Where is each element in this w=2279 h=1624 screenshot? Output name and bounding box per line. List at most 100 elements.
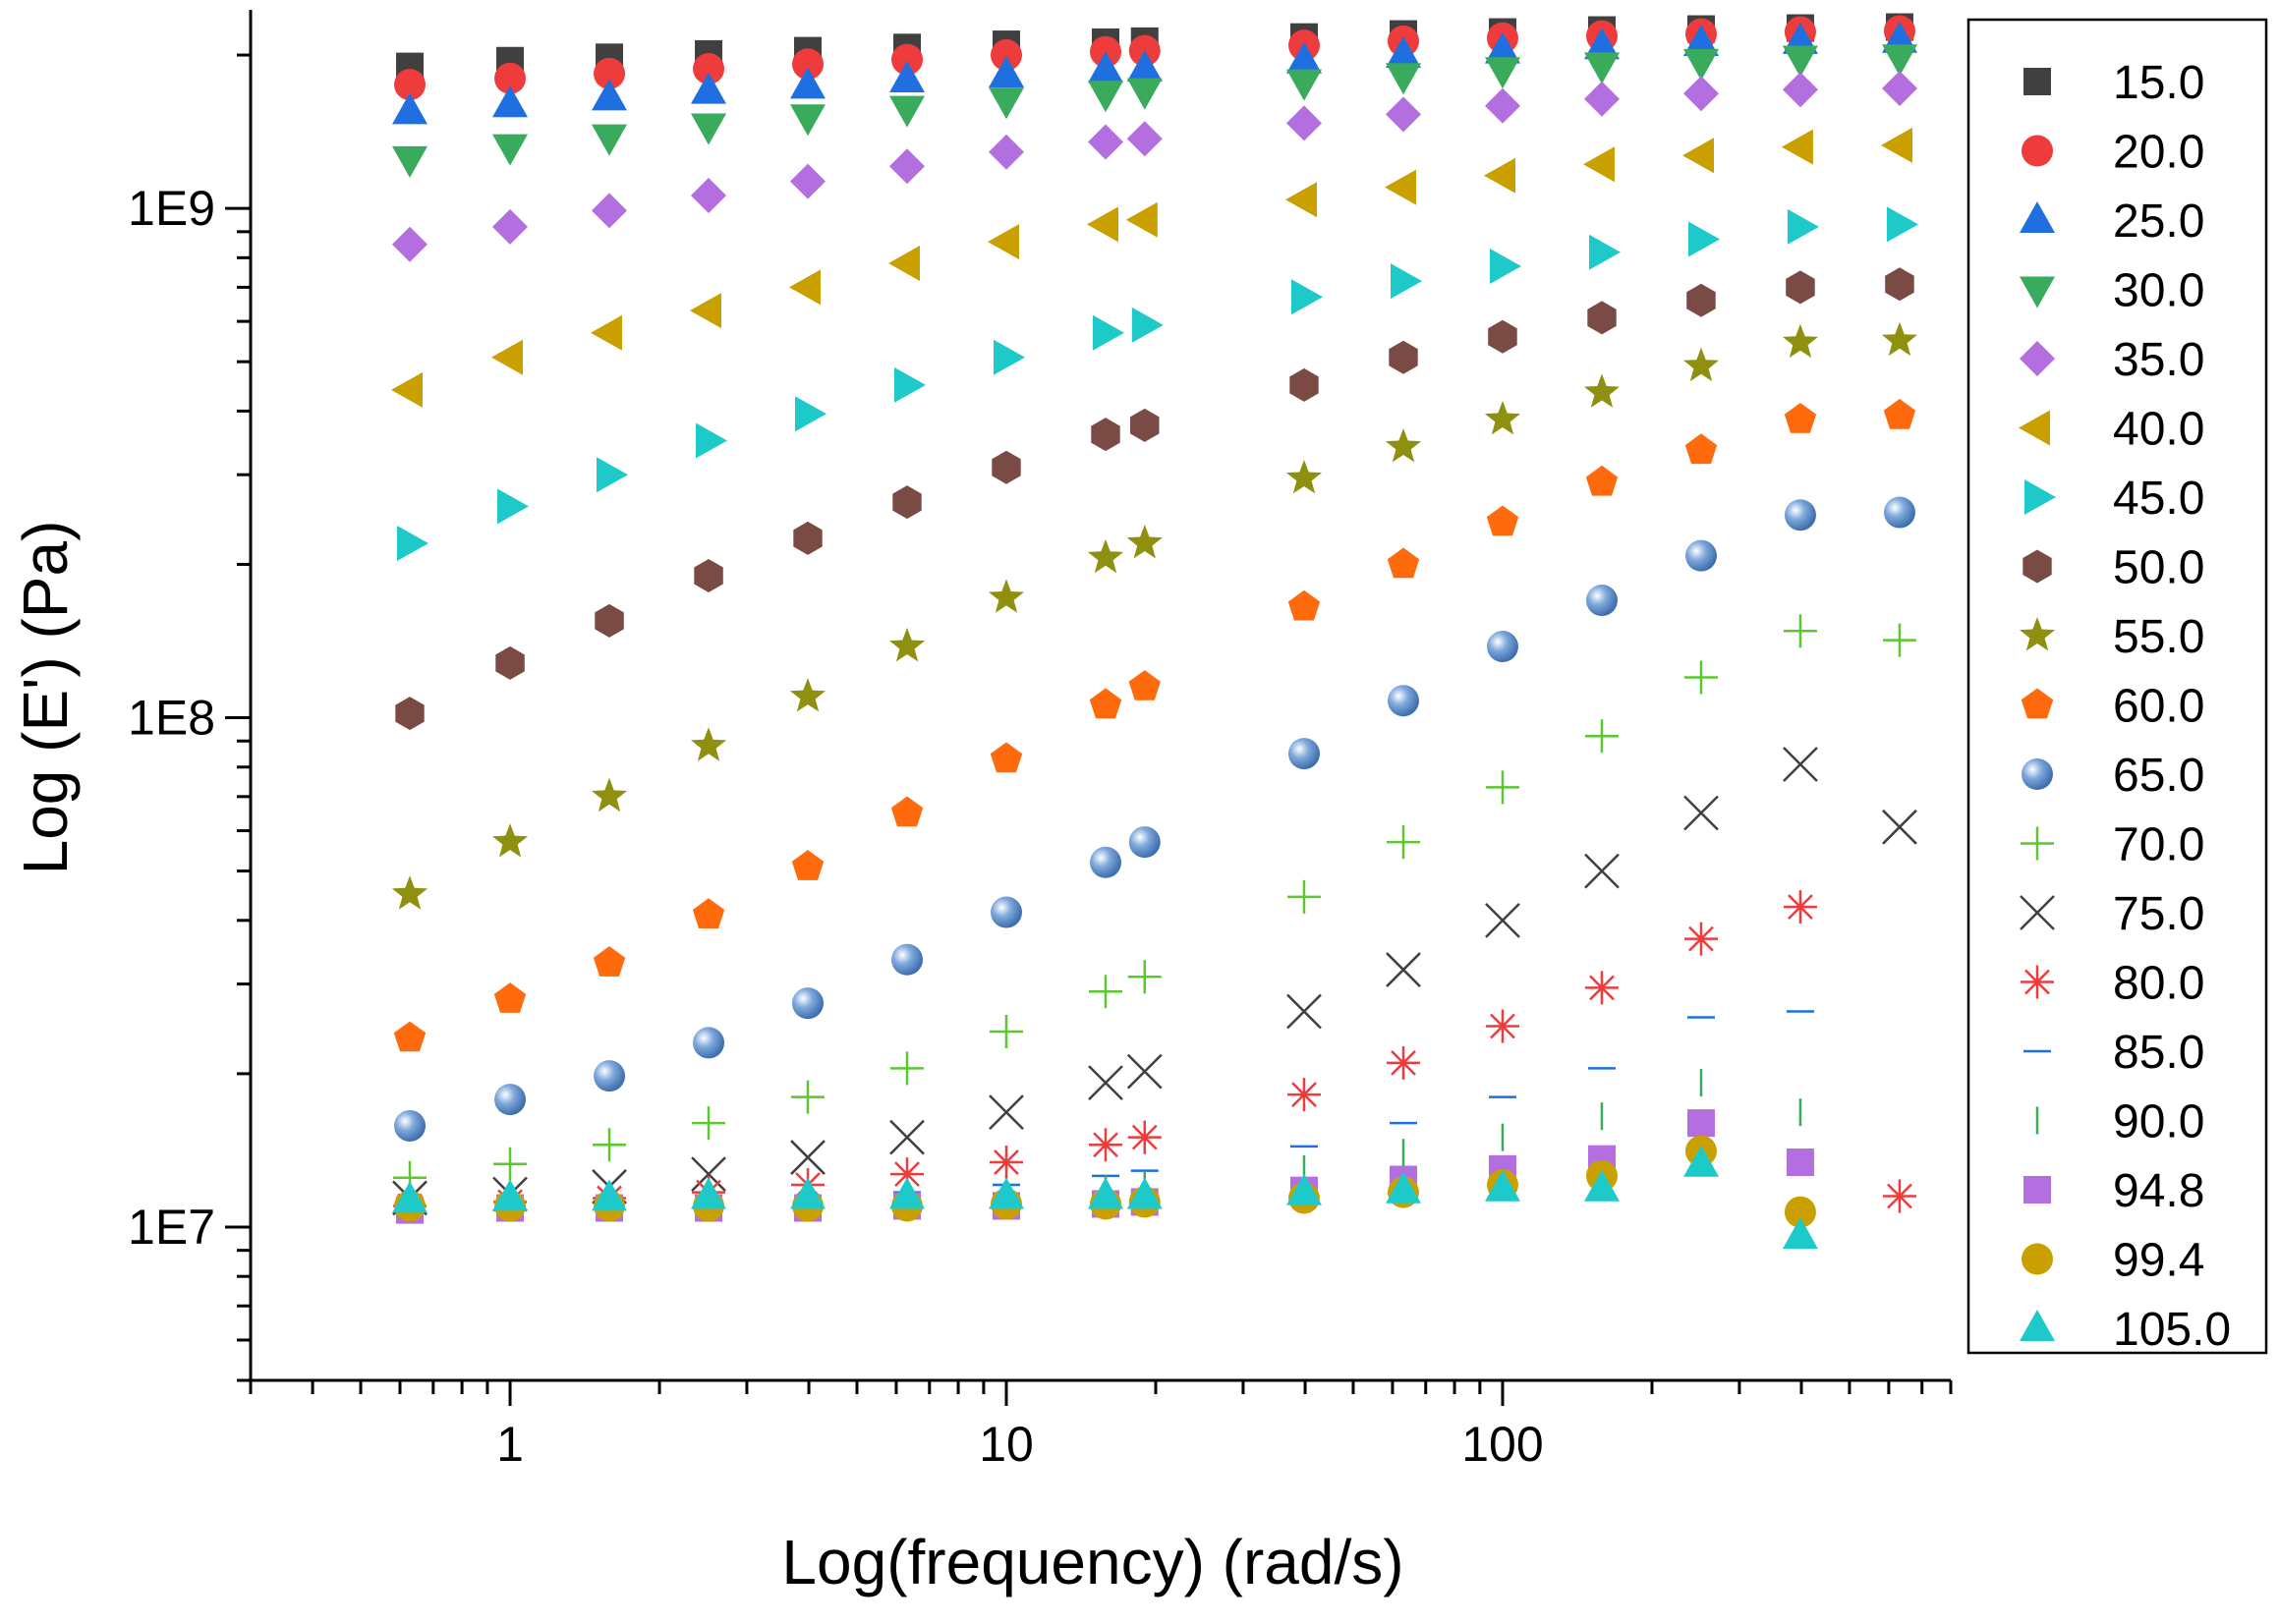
data-point bbox=[891, 43, 924, 76]
data-point bbox=[1684, 539, 1717, 572]
data-point bbox=[492, 134, 528, 166]
data-point bbox=[1387, 685, 1419, 717]
data-point bbox=[691, 72, 726, 104]
legend-item: 40.0 bbox=[2019, 404, 2204, 456]
data-point bbox=[990, 1146, 1023, 1180]
legend-label: 60.0 bbox=[2113, 681, 2204, 733]
data-point bbox=[1683, 795, 1719, 831]
data-point bbox=[1093, 314, 1124, 351]
data-point bbox=[989, 134, 1024, 170]
legend-label: 70.0 bbox=[2113, 819, 2204, 871]
data-point bbox=[391, 875, 428, 910]
series-50-0 bbox=[395, 267, 1914, 731]
data-point bbox=[890, 796, 924, 827]
data-point bbox=[493, 982, 527, 1013]
legend-label: 55.0 bbox=[2113, 611, 2204, 663]
data-point bbox=[393, 1021, 427, 1052]
data-point bbox=[1127, 960, 1162, 994]
data-point bbox=[1883, 399, 1916, 429]
data-point bbox=[1882, 44, 1917, 77]
data-point bbox=[1786, 1148, 1814, 1177]
data-point bbox=[1587, 301, 1617, 335]
data-point bbox=[791, 1080, 826, 1114]
data-point bbox=[592, 124, 627, 156]
data-point bbox=[1287, 589, 1321, 621]
data-point bbox=[1686, 1109, 1715, 1138]
data-point bbox=[1882, 623, 1916, 657]
data-point bbox=[1784, 499, 1816, 532]
data-point bbox=[1686, 283, 1716, 317]
data-point bbox=[992, 450, 1021, 484]
legend-marker bbox=[2019, 617, 2056, 651]
data-point bbox=[791, 850, 825, 880]
data-point bbox=[1285, 182, 1317, 218]
legend-item: 99.4 bbox=[2022, 1235, 2204, 1287]
data-point bbox=[593, 946, 626, 977]
data-point bbox=[492, 208, 528, 245]
data-point bbox=[792, 48, 825, 81]
data-point bbox=[1386, 63, 1421, 95]
data-point bbox=[1126, 78, 1163, 110]
data-point bbox=[395, 697, 425, 731]
legend-item: 60.0 bbox=[2021, 681, 2204, 733]
data-point bbox=[1485, 57, 1520, 89]
data-point bbox=[593, 1128, 627, 1162]
legend-label: 99.4 bbox=[2113, 1235, 2204, 1287]
data-point bbox=[1589, 234, 1621, 270]
data-point bbox=[1125, 201, 1158, 238]
data-point bbox=[1091, 418, 1120, 452]
data-point bbox=[1126, 121, 1163, 157]
data-point bbox=[1490, 249, 1521, 284]
data-point bbox=[990, 1014, 1023, 1048]
series-45-0 bbox=[397, 206, 1918, 561]
legend-label: 30.0 bbox=[2113, 265, 2204, 317]
data-point bbox=[989, 56, 1024, 87]
data-point bbox=[889, 95, 925, 128]
legend-item: 25.0 bbox=[2020, 196, 2204, 248]
data-point bbox=[691, 727, 727, 761]
legend-item: 65.0 bbox=[2022, 750, 2204, 802]
legend-item: 50.0 bbox=[2023, 542, 2204, 594]
data-point bbox=[1683, 48, 1719, 81]
series-60-0 bbox=[393, 399, 1916, 1052]
data-point bbox=[592, 79, 627, 111]
data-point bbox=[592, 1179, 627, 1211]
data-point bbox=[991, 896, 1023, 928]
legend-marker bbox=[2023, 549, 2052, 584]
data-point bbox=[592, 777, 628, 812]
data-point bbox=[1488, 319, 1517, 354]
data-point bbox=[1389, 340, 1418, 374]
data-point bbox=[891, 943, 924, 976]
legend-label: 75.0 bbox=[2113, 888, 2204, 940]
data-point bbox=[1688, 221, 1720, 257]
y-tick-label: 1E7 bbox=[128, 1200, 215, 1255]
legend-marker bbox=[2020, 276, 2055, 308]
data-point bbox=[1088, 124, 1123, 160]
data-point bbox=[1486, 505, 1519, 536]
data-point bbox=[1286, 879, 1321, 914]
data-point bbox=[1585, 465, 1619, 496]
data-point bbox=[1584, 28, 1620, 60]
data-point bbox=[1385, 428, 1422, 463]
legend-marker bbox=[2020, 341, 2055, 376]
data-point bbox=[1682, 138, 1714, 174]
data-point bbox=[1485, 1009, 1519, 1043]
data-point bbox=[1882, 1179, 1916, 1213]
y-axis-title: Log (E') (Pa) bbox=[10, 521, 81, 875]
data-point bbox=[1882, 71, 1917, 106]
data-point bbox=[1385, 169, 1416, 205]
legend-label: 85.0 bbox=[2113, 1027, 2204, 1079]
data-point bbox=[394, 1109, 427, 1142]
data-point bbox=[890, 1157, 925, 1192]
data-point bbox=[888, 246, 920, 281]
data-point bbox=[790, 104, 826, 137]
legend-marker bbox=[2020, 201, 2055, 233]
series-30-0 bbox=[392, 44, 1917, 178]
data-point bbox=[1584, 719, 1619, 754]
data-point bbox=[990, 742, 1023, 773]
data-point bbox=[892, 485, 922, 520]
data-point bbox=[693, 1027, 725, 1059]
data-point bbox=[1087, 538, 1124, 574]
data-point bbox=[1782, 323, 1818, 359]
